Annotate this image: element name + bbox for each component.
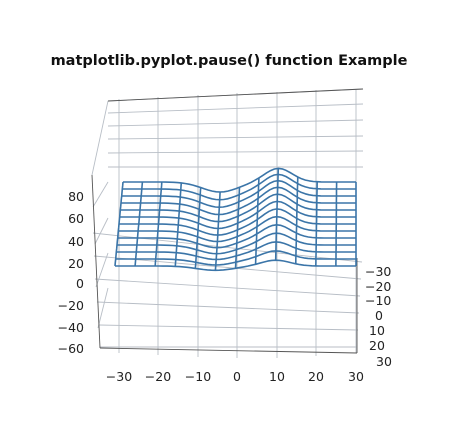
y-tick-label: 20 <box>369 338 385 353</box>
x-tick-label: 10 <box>269 369 285 384</box>
grid-line <box>98 324 359 331</box>
grid-line <box>107 119 364 127</box>
z-tick-label: 80 <box>68 189 84 204</box>
grid-line <box>107 103 364 114</box>
wire-line <box>335 182 338 266</box>
grid-line <box>107 150 364 154</box>
z-tick-label: 20 <box>68 256 84 271</box>
z-tick-label: 60 <box>68 211 84 226</box>
z-axis-line <box>91 174 101 349</box>
wire-line <box>315 181 318 266</box>
x-tick-label: 30 <box>348 369 364 384</box>
x-axis-ticks: −30 −20 −10 0 10 20 30 <box>106 369 364 384</box>
x-tick-label: 0 <box>233 369 241 384</box>
y-tick-label: 10 <box>369 323 385 338</box>
z-tick-label: −20 <box>58 298 84 313</box>
wire-line <box>295 176 299 264</box>
chart-title: matplotlib.pyplot.pause() function Examp… <box>51 53 408 69</box>
wire-line <box>214 191 221 271</box>
wire-line <box>234 187 241 269</box>
y-tick-label: 30 <box>376 354 392 369</box>
grid-line <box>93 255 362 280</box>
z-axis-ticks: −60 −40 −20 0 20 40 60 80 <box>58 189 84 356</box>
x-tick-label: −30 <box>106 369 132 384</box>
grid-line <box>107 135 364 140</box>
y-tick-label: −30 <box>365 264 391 279</box>
z-tick-label: 0 <box>76 276 84 291</box>
wire-line <box>154 181 163 267</box>
y-axis-ticks: −30 −20 −10 0 10 20 30 <box>365 264 392 369</box>
grid-line <box>91 100 109 176</box>
z-tick-label: −40 <box>58 320 84 335</box>
x-axis-line <box>99 347 358 354</box>
grid-line <box>94 217 109 245</box>
axis-back-top <box>107 88 364 102</box>
wire-line <box>134 181 144 267</box>
x-tick-label: 20 <box>308 369 324 384</box>
grid-line <box>94 278 361 297</box>
wireframe-surface <box>114 167 357 272</box>
wire-line <box>194 187 202 269</box>
y-tick-label: −20 <box>365 279 391 294</box>
wire-line <box>114 181 124 267</box>
z-tick-label: 40 <box>68 234 84 249</box>
grid-line <box>96 301 360 314</box>
grid-line <box>95 252 109 288</box>
y-tick-label: −10 <box>365 293 391 308</box>
wire-line <box>274 168 280 261</box>
axes <box>91 88 364 354</box>
y-tick-label: 0 <box>375 308 383 323</box>
x-tick-label: −20 <box>145 369 171 384</box>
wire-line <box>254 177 260 265</box>
grid <box>91 88 364 358</box>
grid-line <box>92 181 109 208</box>
grid-line <box>97 287 109 329</box>
x-tick-label: −10 <box>185 369 211 384</box>
wire-line <box>174 182 183 267</box>
z-tick-label: −60 <box>58 341 84 356</box>
